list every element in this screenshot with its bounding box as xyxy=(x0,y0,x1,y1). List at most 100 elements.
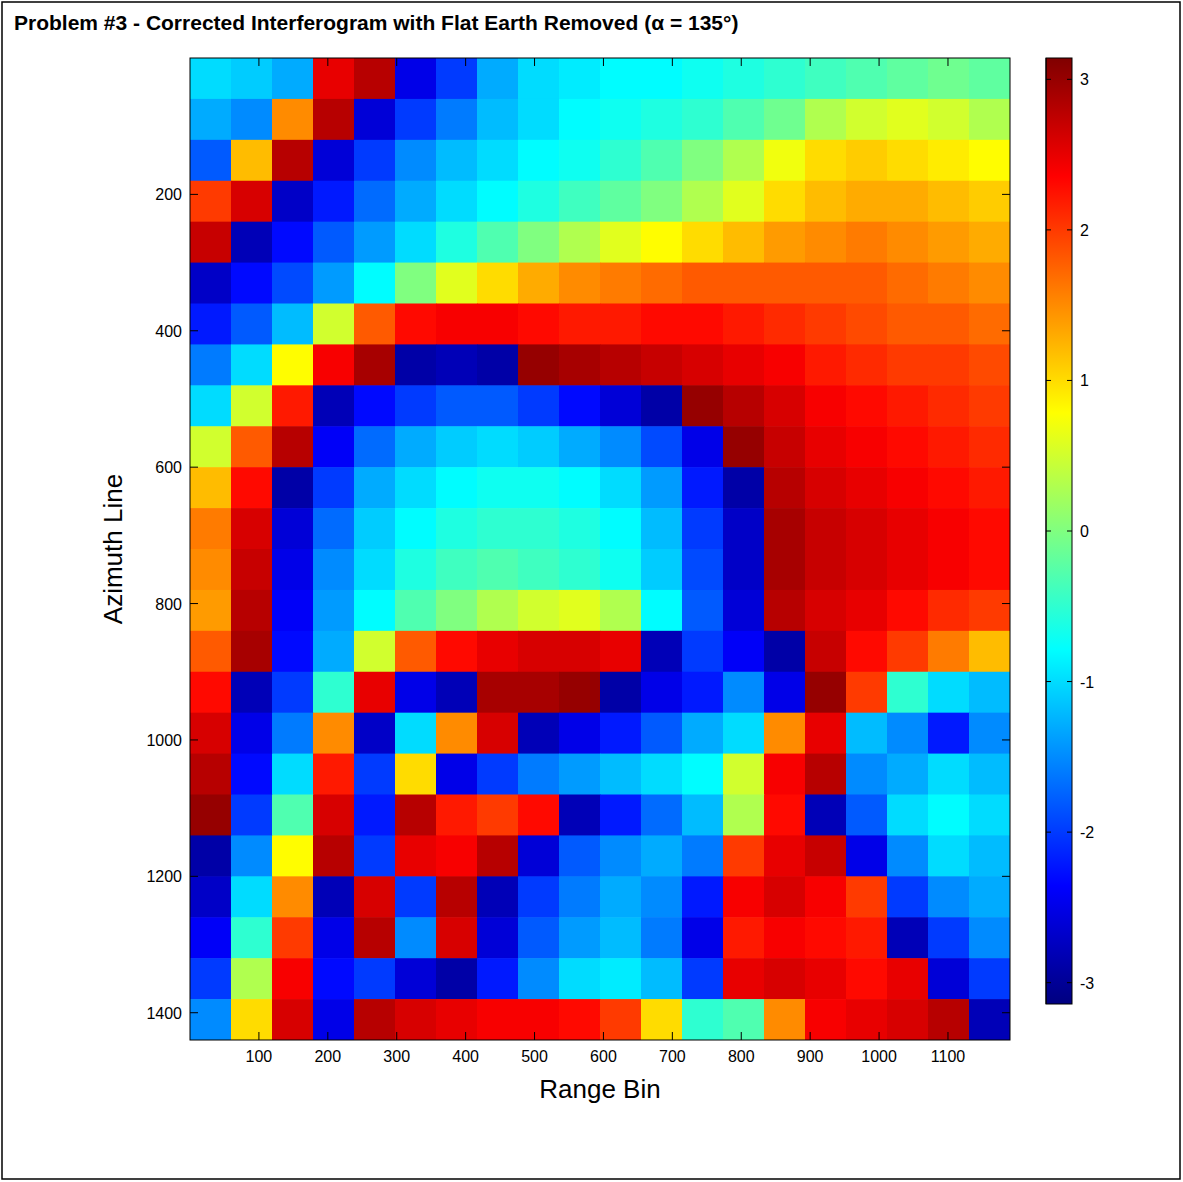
heatmap-cell xyxy=(887,140,929,182)
heatmap-cell xyxy=(354,467,396,509)
y-tick xyxy=(190,739,198,740)
plot-frame xyxy=(190,58,1010,1040)
heatmap-cell xyxy=(272,917,314,959)
colorbar-tick xyxy=(1067,832,1072,833)
heatmap-cell xyxy=(477,426,519,468)
heatmap-cell xyxy=(395,549,437,591)
heatmap-cell xyxy=(272,467,314,509)
heatmap-cell xyxy=(641,876,683,918)
heatmap-cell xyxy=(928,263,970,305)
heatmap-cell xyxy=(559,426,601,468)
y-tick xyxy=(190,1012,198,1013)
heatmap-cell xyxy=(805,958,847,1000)
heatmap-cell xyxy=(682,263,724,305)
x-tick xyxy=(672,1032,673,1040)
heatmap-cell xyxy=(395,917,437,959)
heatmap-cell xyxy=(272,99,314,141)
heatmap-cell xyxy=(846,99,888,141)
heatmap-cell xyxy=(805,713,847,755)
heatmap-cell xyxy=(559,304,601,346)
heatmap-cell xyxy=(190,426,232,468)
heatmap-cell xyxy=(764,917,806,959)
heatmap-cell xyxy=(395,467,437,509)
heatmap-cell xyxy=(395,426,437,468)
heatmap-cell xyxy=(805,999,847,1040)
heatmap-cell xyxy=(846,385,888,427)
x-tick xyxy=(258,1032,259,1040)
heatmap-cell xyxy=(559,99,601,141)
heatmap-cell xyxy=(805,590,847,632)
heatmap-cell xyxy=(846,508,888,550)
heatmap-cell xyxy=(887,754,929,796)
heatmap-cell xyxy=(559,344,601,386)
heatmap-cell xyxy=(354,754,396,796)
heatmap-cell xyxy=(231,58,273,100)
heatmap-cell xyxy=(436,917,478,959)
heatmap-cell xyxy=(887,876,929,918)
heatmap-cell xyxy=(805,549,847,591)
heatmap-cell xyxy=(805,99,847,141)
heatmap-cell xyxy=(313,754,355,796)
heatmap-cell xyxy=(723,508,765,550)
heatmap-cell xyxy=(641,754,683,796)
heatmap-cell xyxy=(190,590,232,632)
heatmap-cell xyxy=(477,917,519,959)
heatmap-cell xyxy=(354,795,396,837)
colorbar xyxy=(1046,58,1072,1004)
heatmap-cell xyxy=(190,958,232,1000)
heatmap-cell xyxy=(764,181,806,223)
heatmap-cell xyxy=(805,263,847,305)
background xyxy=(0,0,1183,1182)
heatmap-cell xyxy=(354,549,396,591)
y-tick-label: 200 xyxy=(155,186,182,203)
heatmap-cell xyxy=(887,385,929,427)
heatmap-cell xyxy=(272,344,314,386)
heatmap-cell xyxy=(600,508,642,550)
heatmap-cell xyxy=(600,835,642,877)
heatmap-cell xyxy=(518,263,560,305)
heatmap-cell xyxy=(272,426,314,468)
y-tick-label: 800 xyxy=(155,596,182,613)
heatmap-cell xyxy=(723,385,765,427)
heatmap-cell xyxy=(313,344,355,386)
heatmap-cell xyxy=(600,958,642,1000)
x-tick-label: 800 xyxy=(728,1048,755,1065)
heatmap-cell xyxy=(969,795,1010,837)
heatmap-cell xyxy=(928,467,970,509)
heatmap-cell xyxy=(969,958,1010,1000)
heatmap-cell xyxy=(641,99,683,141)
heatmap-cell xyxy=(887,999,929,1040)
x-tick xyxy=(396,1032,397,1040)
heatmap-cell xyxy=(723,426,765,468)
heatmap-cell xyxy=(600,672,642,714)
x-tick-top xyxy=(672,58,673,66)
heatmap-cell xyxy=(436,876,478,918)
heatmap-cell xyxy=(559,590,601,632)
x-tick-top xyxy=(603,58,604,66)
heatmap-cell xyxy=(395,58,437,100)
heatmap-cell xyxy=(969,344,1010,386)
heatmap-cell xyxy=(887,958,929,1000)
heatmap-cell xyxy=(723,181,765,223)
heatmap-cell xyxy=(600,713,642,755)
heatmap-cell xyxy=(395,344,437,386)
heatmap-cell xyxy=(354,508,396,550)
heatmap-cell xyxy=(231,222,273,264)
heatmap-cell xyxy=(641,508,683,550)
heatmap-cell xyxy=(723,795,765,837)
heatmap-cell xyxy=(313,508,355,550)
heatmap-cell xyxy=(764,385,806,427)
heatmap-cell xyxy=(928,917,970,959)
x-tick xyxy=(741,1032,742,1040)
x-tick xyxy=(947,1032,948,1040)
heatmap-cell xyxy=(928,304,970,346)
heatmap-cell xyxy=(395,99,437,141)
heatmap-cell xyxy=(313,549,355,591)
heatmap-cell xyxy=(682,140,724,182)
heatmap-cell xyxy=(272,713,314,755)
heatmap-cell xyxy=(395,631,437,673)
heatmap-cell xyxy=(764,795,806,837)
heatmap-cell xyxy=(641,549,683,591)
heatmap-cell xyxy=(969,999,1010,1040)
heatmap-cell xyxy=(846,263,888,305)
